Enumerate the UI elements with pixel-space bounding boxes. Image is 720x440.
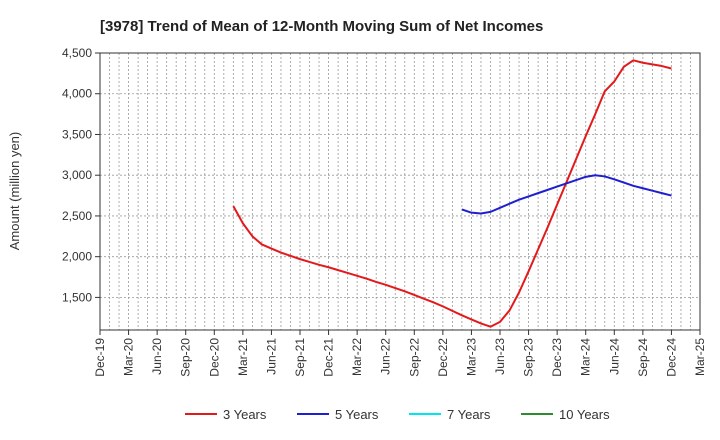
- y-tick-label: 1,500: [62, 290, 92, 304]
- x-axis: Dec-19 Mar-20 Jun-20 Sep-20 Dec-20 Mar-21 Jun-…: [93, 330, 707, 377]
- y-tick-label: 4,000: [62, 87, 92, 101]
- x-tick-label: Dec-19: [93, 338, 107, 377]
- x-tick-label: Mar-25: [693, 338, 707, 376]
- y-tick-label: 3,500: [62, 127, 92, 141]
- x-tick-label: Jun-23: [493, 338, 507, 375]
- x-tick-label: Sep-22: [407, 338, 421, 377]
- x-tick-label: Jun-24: [607, 338, 621, 375]
- series-line-5-years: [461, 174, 672, 215]
- grid: [100, 52, 700, 330]
- x-tick-label: Jun-20: [150, 338, 164, 375]
- series-line-3-years: [232, 59, 672, 328]
- x-tick-label: Jun-22: [379, 338, 393, 375]
- y-tick-label: 2,500: [62, 209, 92, 223]
- x-tick-label: Jun-21: [264, 338, 278, 375]
- y-tick-label: 2,000: [62, 250, 92, 264]
- legend-label: 3 Years: [223, 407, 267, 422]
- y-tick-label: 3,000: [62, 168, 92, 182]
- legend-label: 5 Years: [335, 407, 379, 422]
- x-tick-label: Mar-21: [236, 338, 250, 376]
- x-tick-label: Dec-21: [322, 338, 336, 377]
- x-tick-label: Dec-22: [436, 338, 450, 377]
- plot-frame: [99, 52, 701, 331]
- x-tick-label: Mar-23: [464, 338, 478, 376]
- legend-label: 10 Years: [559, 407, 610, 422]
- x-tick-label: Sep-24: [636, 338, 650, 377]
- x-tick-label: Sep-21: [293, 338, 307, 377]
- x-tick-label: Sep-23: [522, 338, 536, 377]
- chart-title: [3978] Trend of Mean of 12-Month Moving …: [100, 18, 543, 35]
- x-tick-label: Dec-20: [207, 338, 221, 377]
- x-tick-label: Mar-22: [350, 338, 364, 376]
- y-axis: 1,500 2,000 2,500 3,000 3,500 4,000 4,500: [62, 46, 100, 304]
- x-tick-label: Dec-24: [664, 338, 678, 377]
- series-lines: [232, 59, 672, 328]
- y-tick-label: 4,500: [62, 46, 92, 60]
- x-tick-label: Sep-20: [179, 338, 193, 377]
- x-tick-label: Mar-24: [579, 338, 593, 376]
- x-tick-label: Mar-20: [122, 338, 136, 376]
- legend: 3 Years 5 Years 7 Years 10 Years: [185, 407, 610, 422]
- legend-label: 7 Years: [447, 407, 491, 422]
- x-tick-label: Dec-23: [550, 338, 564, 377]
- y-axis-label: Amount (million yen): [7, 132, 22, 251]
